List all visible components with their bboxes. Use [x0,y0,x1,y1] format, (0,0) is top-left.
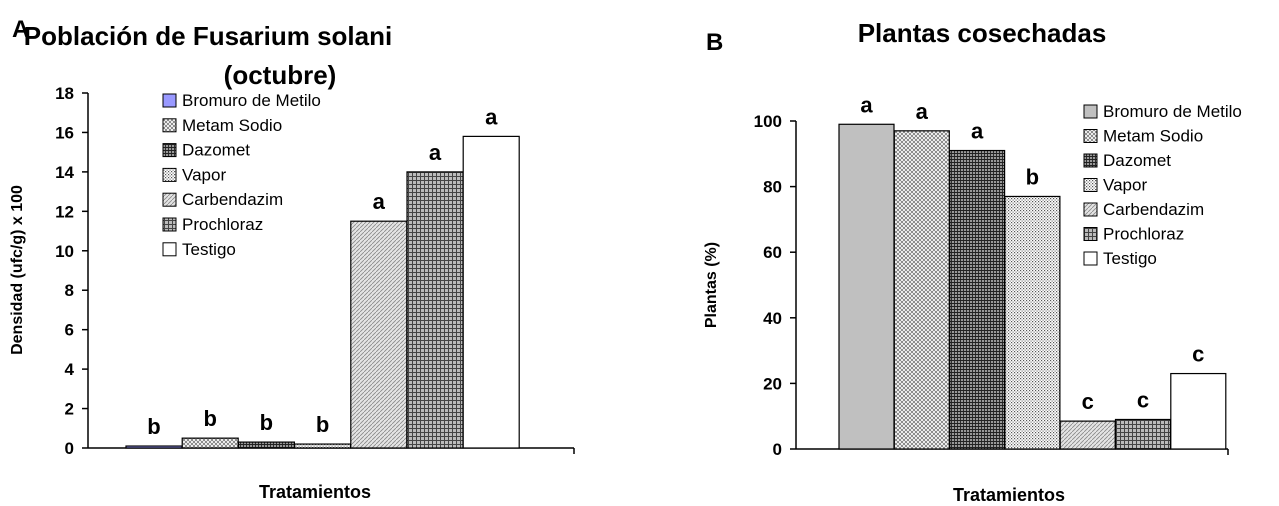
legend-entry-label: Dazomet [1103,151,1171,170]
legend-entry-label: Carbendazim [1103,200,1204,219]
legend-swatch [162,167,177,182]
bar [350,220,408,449]
bar-letter-label: a [916,99,929,124]
panel-a-label: A [12,16,29,43]
panel-a-xlabel: Tratamientos [259,482,371,502]
bar-letter-label: a [971,119,984,144]
y-tick-label: 0 [773,440,782,459]
legend-swatch [1083,202,1098,217]
legend: Bromuro de Metilo Metam Sodio Dazomet Vapor… [162,91,321,259]
legend-entry-label: Vapor [182,165,226,184]
bar [1114,418,1172,450]
bar-letter-label: b [316,412,329,437]
panel-b-label: B [706,29,723,56]
legend-swatch [162,143,177,158]
bar-letter-label: c [1137,387,1149,412]
legend-entry-label: Dazomet [182,141,250,160]
legend-entry-label: Carbendazim [182,190,283,209]
legend-entry-label: Prochloraz [182,215,263,234]
y-tick-label: 4 [65,360,75,379]
legend-swatch [1083,178,1098,192]
panel-b-xlabel: Tratamientos [953,485,1065,505]
legend-swatch [162,118,177,133]
bar-letter-label: a [373,189,386,214]
bar [294,443,352,449]
bar-letter-label: b [1026,164,1039,189]
y-tick-label: 6 [65,321,74,340]
legend-swatch [1083,251,1098,266]
legend-swatch [162,93,177,108]
bar-letter-label: b [147,414,160,439]
y-tick-label: 80 [763,178,782,197]
bar-letter-label: a [485,104,498,129]
legend-swatch [162,217,177,232]
bar [1170,372,1227,450]
y-tick-label: 14 [55,163,74,182]
legend-entry-label: Testigo [1103,249,1157,268]
bar [406,171,464,449]
legend-swatch [162,192,177,207]
bar-letter-label: a [429,140,442,165]
legend-entry-label: Vapor [1103,176,1147,195]
legend-swatch [162,242,177,257]
bar-letter-label: b [203,406,216,431]
y-tick-label: 12 [55,202,74,221]
bar [125,445,183,449]
bar [1004,195,1061,450]
y-tick-label: 40 [763,309,782,328]
bar [893,130,950,450]
y-tick-label: 18 [55,84,74,103]
panel-a-plot: 0 2 4 6 8 10 12 14 16 18 b b b b a a a Bromuro de Metilo M… [55,84,575,458]
legend-entry-label: Testigo [182,240,236,259]
legend-swatch [1083,227,1098,241]
bar [462,135,520,449]
panel-b-title: Plantas cosechadas [858,18,1107,48]
bar-letter-label: c [1192,342,1204,367]
y-tick-label: 2 [65,400,74,419]
bar-letter-label: b [260,410,273,435]
bar-letter-label: c [1082,389,1094,414]
panel-b-plot: 0 20 40 60 80 100 a a a b c c c Bromuro de Metilo Meta… [754,92,1242,459]
legend-entry-label: Bromuro de Metilo [182,91,321,110]
panel-a-subtitle: (octubre) [224,60,337,90]
legend-entry-label: Bromuro de Metilo [1103,102,1242,121]
y-tick-label: 0 [65,439,74,458]
y-tick-label: 16 [55,123,74,142]
y-tick-label: 20 [763,374,782,393]
panel-b-ylabel: Plantas (%) [703,242,720,328]
y-tick-label: 10 [55,242,74,261]
y-tick-label: 8 [65,281,74,300]
y-tick-label: 100 [754,112,782,131]
bar [1059,420,1116,450]
legend-swatch [1083,153,1098,168]
bar [838,123,895,450]
legend-swatch [1083,104,1098,119]
bar [237,441,295,449]
legend-entry-label: Prochloraz [1103,225,1184,244]
legend: Bromuro de Metilo Metam Sodio Dazomet Vapor… [1083,102,1242,268]
panel-a-title: Población de Fusarium solani [24,21,392,51]
panel-a-ylabel: Densidad (ufc/g) x 100 [9,185,26,355]
bar [948,149,1006,450]
legend-swatch [1083,129,1098,143]
bar-letter-label: a [860,92,873,117]
legend-entry-label: Metam Sodio [1103,127,1203,146]
bar [181,437,239,449]
y-tick-label: 60 [763,243,782,262]
legend-entry-label: Metam Sodio [182,116,282,135]
